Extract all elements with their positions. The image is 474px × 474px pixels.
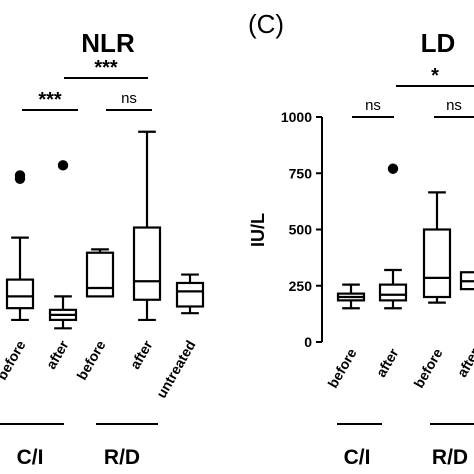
nlr-sig-rd-label: ns xyxy=(121,90,137,107)
ld-y-tick-label: 1000 xyxy=(281,109,312,125)
nlr-chart-title: NLR xyxy=(81,28,135,58)
ld-chart-title: LD xyxy=(421,28,456,58)
ld-y-tick-label: 250 xyxy=(289,278,313,294)
ld-y-tick-label: 750 xyxy=(289,165,313,181)
nlr-before-2-box xyxy=(85,251,115,298)
nlr-group-label-ci: C/I xyxy=(17,446,44,469)
nlr-sig-cross-label: *** xyxy=(94,57,118,79)
nlr-after-3-box xyxy=(132,226,162,301)
nlr-x-label-untreated-4: untreated xyxy=(153,338,199,401)
ld-x-label-after-1: after xyxy=(373,345,402,380)
nlr-before-0-outlier xyxy=(14,170,26,181)
ld-sig-rd-label: ns xyxy=(446,97,462,114)
ld-y-axis-title: IU/L xyxy=(248,213,268,247)
nlr-x-label-before-2: before xyxy=(73,337,108,382)
nlr-x-label-before-0: before xyxy=(0,337,29,382)
nlr-before-0-box xyxy=(5,278,35,310)
ld-after-1-box xyxy=(378,283,408,302)
ld-y-tick-label: 500 xyxy=(289,222,313,238)
ld-after-1-outlier xyxy=(387,163,399,174)
ld-panel: (C) LD 0 250 500 750 1000 IU/L before after before… xyxy=(248,9,474,469)
nlr-after-1-outlier xyxy=(57,160,69,171)
nlr-group-label-rd: R/D xyxy=(104,446,140,469)
ld-sig-cross-label: * xyxy=(431,65,439,87)
ld-x-label-after-3: after xyxy=(454,345,474,380)
ld-y-tick-label: 0 xyxy=(304,334,312,350)
ld-group-label-rd: R/D xyxy=(432,446,468,469)
nlr-x-label-after-1: after xyxy=(43,337,72,372)
nlr-x-label-after-3: after xyxy=(127,337,156,372)
ld-group-label-ci: C/I xyxy=(344,446,371,469)
ld-sig-ci-label: ns xyxy=(365,97,381,114)
ld-x-label-before-2: before xyxy=(410,345,445,390)
panel-label: (C) xyxy=(248,9,284,39)
ld-x-label-before-0: before xyxy=(324,345,359,390)
nlr-untreated-4-box xyxy=(175,281,205,308)
ld-before-2-box xyxy=(422,228,452,299)
nlr-sig-ci-label: *** xyxy=(38,89,62,111)
